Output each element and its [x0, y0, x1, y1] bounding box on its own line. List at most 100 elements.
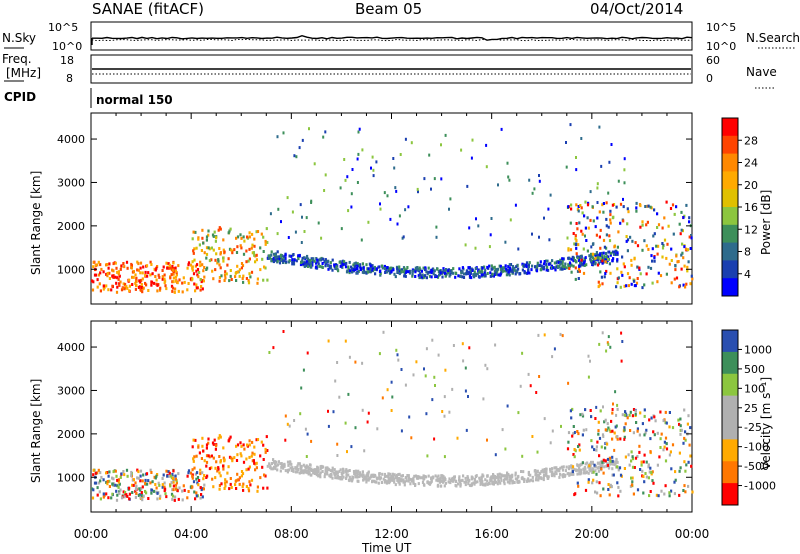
data-cell: [277, 460, 280, 464]
data-cell: [175, 273, 178, 277]
sparse-cell: [433, 437, 436, 441]
sparse-cell: [504, 447, 507, 451]
data-cell: [128, 497, 131, 501]
data-cell: [505, 269, 508, 273]
data-cell: [247, 259, 250, 263]
data-cell: [292, 467, 295, 471]
data-cell: [421, 481, 425, 484]
data-cell: [430, 271, 433, 275]
data-cell: [405, 270, 408, 274]
data-cell: [316, 260, 319, 264]
data-cell: [196, 268, 200, 271]
data-cell: [586, 461, 589, 465]
data-cell: [569, 409, 572, 413]
data-cell: [661, 246, 665, 250]
data-cell: [397, 480, 400, 484]
data-cell: [141, 290, 144, 294]
data-cell: [668, 453, 671, 457]
data-cell: [463, 480, 466, 484]
data-cell: [348, 475, 351, 479]
sparse-cell: [282, 131, 285, 135]
data-cell: [473, 478, 476, 482]
sparse-cell: [284, 438, 287, 442]
data-cell: [192, 438, 195, 442]
data-cell: [356, 267, 359, 270]
ytick-label: 2000: [57, 220, 85, 233]
data-cell: [386, 480, 389, 484]
data-cell: [171, 488, 174, 492]
noise-panel-frame: [90, 21, 693, 51]
data-cell: [445, 272, 448, 276]
data-cell: [99, 471, 102, 475]
data-cell: [447, 480, 450, 484]
data-cell: [339, 476, 342, 480]
data-cell: [161, 483, 164, 487]
data-cell: [400, 474, 403, 478]
data-cell: [648, 418, 651, 422]
data-cell: [198, 451, 201, 455]
data-cell: [192, 230, 195, 234]
data-cell: [436, 479, 439, 483]
data-cell: [276, 250, 279, 254]
sparse-cell: [543, 216, 545, 220]
data-cell: [397, 473, 400, 476]
data-cell: [579, 261, 582, 265]
data-cell: [342, 475, 345, 479]
sparse-cell: [400, 429, 403, 433]
data-cell: [111, 274, 114, 278]
data-cell: [197, 483, 200, 487]
sparse-cell: [441, 410, 444, 413]
sparse-cell: [443, 455, 446, 459]
data-cell: [461, 266, 464, 270]
data-cell: [594, 417, 597, 420]
data-cell: [616, 460, 619, 464]
data-cell: [261, 465, 264, 469]
data-cell: [665, 421, 668, 425]
data-cell: [218, 247, 221, 250]
data-cell: [632, 431, 635, 435]
data-cell: [374, 480, 377, 484]
data-cell: [189, 277, 192, 281]
data-cell: [613, 460, 616, 464]
data-cell: [398, 272, 401, 276]
data-cell: [489, 274, 492, 278]
data-cell: [172, 484, 175, 488]
data-cell: [139, 474, 142, 478]
data-cell: [99, 263, 102, 267]
cpid-label: CPID: [4, 90, 36, 104]
data-cell: [483, 271, 486, 275]
data-cell: [652, 234, 655, 238]
data-cell: [351, 476, 355, 479]
data-cell: [521, 268, 524, 272]
data-cell: [345, 477, 348, 480]
data-cell: [99, 479, 102, 483]
data-cell: [276, 259, 279, 263]
station-title: SANAE (fitACF): [92, 0, 204, 18]
data-cell: [299, 471, 303, 475]
data-cell: [391, 478, 394, 482]
data-cell: [520, 470, 523, 473]
data-cell: [181, 290, 184, 294]
sparse-cell: [302, 368, 305, 372]
data-cell: [483, 265, 486, 269]
data-cell: [564, 473, 567, 477]
sparse-cell: [606, 341, 609, 345]
data-cell: [266, 486, 269, 490]
data-cell: [571, 434, 574, 438]
data-cell: [205, 252, 209, 256]
data-cell: [670, 259, 673, 262]
data-cell: [227, 257, 230, 261]
data-cell: [131, 283, 134, 286]
data-cell: [172, 480, 175, 484]
data-cell: [575, 246, 578, 250]
data-cell: [276, 257, 279, 261]
data-cell: [683, 245, 686, 249]
data-cell: [602, 210, 605, 214]
data-cell: [379, 273, 382, 277]
data-cell: [150, 488, 153, 492]
date-title: 04/Oct/2014: [590, 0, 683, 18]
sparse-cell: [367, 411, 370, 415]
data-cell: [599, 270, 602, 274]
sparse-cell: [485, 165, 488, 169]
sparse-cell: [474, 246, 477, 250]
